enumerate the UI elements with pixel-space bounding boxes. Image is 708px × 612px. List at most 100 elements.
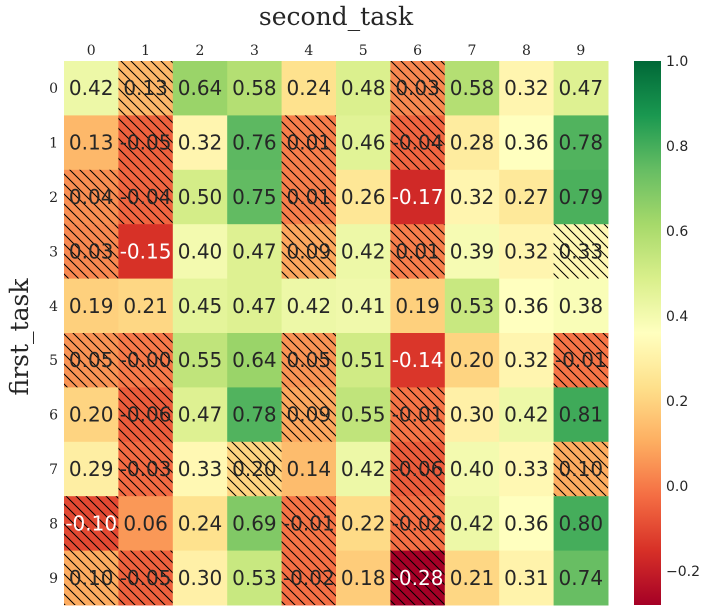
heatmap-cell (499, 224, 555, 280)
cell-value-label: -0.04 (120, 185, 172, 209)
cell-value-label: 0.14 (287, 457, 332, 481)
heatmap-cell (336, 387, 391, 443)
cell-hatch (553, 441, 608, 497)
cell-value-label: 0.80 (559, 511, 604, 535)
x-tick-label: 4 (304, 43, 313, 59)
cell-value-label: 0.22 (341, 511, 386, 535)
x-tick-label: 6 (413, 43, 422, 59)
cell-value-label: -0.17 (392, 185, 444, 209)
cell-value-label: 0.48 (341, 76, 386, 100)
heatmap-cell (444, 224, 500, 280)
y-tick-label: 4 (49, 299, 58, 315)
cell-value-label: 0.10 (69, 566, 114, 590)
y-tick-label: 6 (49, 408, 58, 424)
y-tick-label: 8 (49, 516, 58, 532)
cell-hatch (281, 224, 336, 279)
cell-hatch (281, 333, 336, 388)
colorbar-tick-label: 0.0 (666, 479, 688, 495)
cell-value-label: 0.18 (341, 566, 386, 590)
heatmap-cell (499, 61, 555, 116)
heatmap-cell (553, 278, 609, 334)
heatmap-cell (172, 441, 228, 497)
cell-value-label: -0.05 (120, 566, 172, 590)
cell-value-label: -0.02 (392, 511, 444, 535)
y-tick-label: 9 (49, 571, 58, 587)
x-tick-labels: 0 1 2 3 4 5 6 7 8 9 (87, 43, 586, 59)
heatmap-cell (444, 278, 500, 334)
cell-hatch (390, 387, 445, 442)
cell-value-label: 0.79 (559, 185, 604, 209)
heatmap-cell (553, 169, 609, 225)
cell-value-label: 0.09 (287, 403, 332, 427)
heatmap-cell (336, 550, 391, 606)
heatmap-cell (227, 333, 283, 388)
cell-value-label: -0.01 (392, 403, 444, 427)
cell-value-label: 0.55 (178, 348, 223, 372)
y-tick-label: 3 (49, 244, 58, 260)
heatmap-cell (553, 550, 609, 606)
colorbar-tick-label: −0.2 (666, 564, 700, 580)
cell-value-label: -0.01 (555, 348, 607, 372)
heatmap-cell (336, 278, 391, 334)
cell-hatch (64, 496, 119, 551)
x-tick-label: 7 (468, 43, 477, 59)
x-tick-label: 5 (359, 43, 368, 59)
heatmap-cells: 0.42 0.13 0.64 0.58 0.24 0.48 0.03 0.58 0.32 0.47… (64, 61, 609, 606)
cell-hatch (64, 550, 119, 605)
colorbar-tick-label: 0.2 (666, 394, 688, 410)
cell-value-label: -0.15 (120, 239, 172, 263)
heatmap-cell (499, 496, 555, 552)
cell-value-label: 0.24 (178, 511, 223, 535)
cell-value-label: 0.33 (559, 239, 604, 263)
cell-value-label: 0.27 (504, 185, 549, 209)
cell-value-label: 0.01 (287, 185, 332, 209)
heatmap-cell (227, 550, 283, 606)
cell-value-label: 0.09 (287, 239, 332, 263)
cell-value-label: 0.05 (287, 348, 332, 372)
x-tick-label: 9 (576, 43, 585, 59)
colorbar-tick-label: 0.4 (666, 309, 688, 325)
cell-value-label: 0.26 (341, 185, 386, 209)
cell-hatch (281, 115, 336, 170)
cell-value-label: 0.47 (178, 403, 223, 427)
heatmap-cell (64, 278, 119, 334)
heatmap-cell (281, 61, 337, 116)
cell-value-label: 0.40 (450, 457, 495, 481)
cell-value-label: 0.64 (232, 348, 277, 372)
cell-value-label: 0.42 (341, 457, 386, 481)
cell-value-label: 0.42 (504, 403, 549, 427)
cell-value-label: 0.69 (232, 511, 277, 535)
y-tick-label: 1 (49, 136, 58, 152)
heatmap-cell (64, 61, 119, 116)
heatmap-cell (172, 550, 228, 606)
cell-value-label: 0.42 (287, 294, 332, 318)
heatmap-cell (499, 333, 555, 388)
x-tick-label: 8 (522, 43, 531, 59)
cell-value-label: 0.78 (232, 403, 277, 427)
cell-value-label: -0.06 (120, 403, 172, 427)
cell-value-label: 0.42 (450, 511, 495, 535)
heatmap-cell (227, 387, 283, 443)
cell-value-label: 0.03 (395, 76, 440, 100)
heatmap-cell (336, 169, 391, 225)
heatmap-cell (336, 224, 391, 280)
cell-value-label: 0.33 (178, 457, 223, 481)
heatmap-cell (64, 387, 119, 443)
cell-value-label: 0.42 (341, 239, 386, 263)
cell-value-label: 0.47 (232, 294, 277, 318)
colorbar-ticks: 1.0 0.8 0.6 0.4 0.2 0.0 −0.2 (666, 54, 700, 580)
cell-value-label: -0.06 (392, 457, 444, 481)
cell-hatch (390, 61, 445, 116)
cell-value-label: 0.46 (341, 131, 386, 155)
cell-value-label: 0.64 (178, 76, 223, 100)
cell-value-label: -0.10 (65, 511, 117, 535)
cell-value-label: 0.03 (69, 239, 114, 263)
colorbar (634, 61, 661, 605)
cell-hatch (118, 333, 173, 388)
heatmap-cell (281, 278, 337, 334)
colorbar-tick-label: 1.0 (666, 54, 688, 70)
cell-value-label: 0.47 (232, 239, 277, 263)
cell-hatch (281, 387, 336, 442)
cell-value-label: 0.47 (559, 76, 604, 100)
heatmap-cell (499, 441, 555, 497)
